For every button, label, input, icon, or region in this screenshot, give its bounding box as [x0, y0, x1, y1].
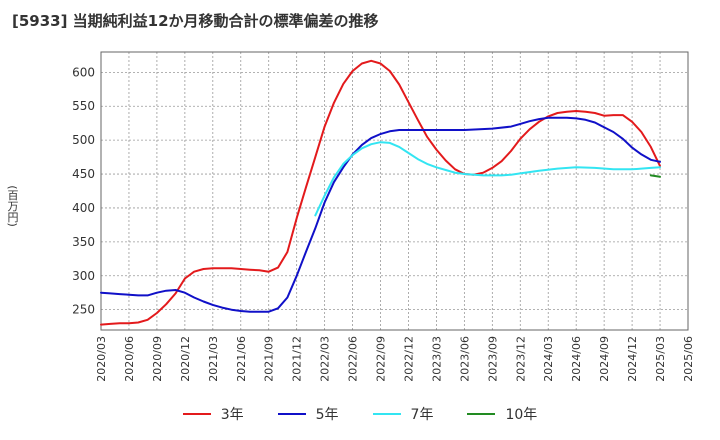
legend-label: 3年	[220, 407, 244, 423]
legend-label: 7年	[410, 407, 434, 423]
legend-swatch	[467, 413, 496, 415]
x-tick-labels: 2020/03 2020/06 2020/09 2020/12 2021/03 2021/…	[95, 336, 695, 382]
y-tick-label: 400	[72, 201, 95, 215]
x-tick-label: 2023/03	[430, 336, 443, 382]
x-tick-label: 2021/06	[235, 336, 248, 382]
plot-area	[100, 51, 689, 331]
legend-label: 5年	[315, 407, 339, 423]
legend-item: 3年	[182, 404, 244, 424]
y-tick-label: 500	[72, 133, 95, 147]
x-tick-label: 2021/03	[207, 336, 220, 382]
series-line-1	[100, 59, 661, 326]
x-tick-label: 2020/12	[179, 336, 192, 382]
y-tick-label: 600	[72, 65, 95, 79]
series-line-4	[649, 174, 661, 178]
x-tick-label: 2025/06	[682, 336, 695, 382]
plot-background	[101, 52, 688, 330]
chart-title: [5933] 当期純利益12か月移動合計の標準偏差の推移	[12, 12, 379, 30]
x-tick-label: 2024/09	[598, 336, 611, 382]
legend-item: 10年	[467, 404, 537, 424]
y-axis-label: (百万円)	[6, 185, 19, 227]
legend-label: 10年	[505, 407, 538, 423]
x-tick-label: 2023/09	[486, 336, 499, 382]
x-tick-label: 2024/12	[626, 336, 639, 382]
x-tick-label: 2025/03	[654, 336, 667, 382]
y-tick-labels: 250 300 350 400 450 500 550 600	[72, 65, 95, 316]
x-tick-label: 2020/09	[151, 336, 164, 382]
grid-lines	[100, 52, 689, 330]
legend-swatch	[372, 413, 401, 415]
legend: 3年 5年 7年 10年	[0, 404, 720, 424]
series-line-3	[314, 141, 661, 217]
x-tick-label: 2021/09	[263, 336, 276, 382]
x-tick-label: 2023/06	[458, 336, 471, 382]
y-tick-label: 450	[72, 167, 95, 181]
x-tick-label: 2022/03	[319, 336, 332, 382]
x-tick-label: 2020/03	[95, 336, 108, 382]
y-tick-label: 550	[72, 99, 95, 113]
legend-item: 7年	[372, 404, 434, 424]
legend-swatch	[182, 413, 211, 415]
y-tick-label: 350	[72, 235, 95, 249]
x-tick-label: 2023/12	[514, 336, 527, 382]
y-tick-label: 250	[72, 303, 95, 317]
x-tick-label: 2024/03	[542, 336, 555, 382]
x-tick-label: 2022/06	[347, 336, 360, 382]
legend-swatch	[277, 413, 306, 415]
x-tick-label: 2022/12	[402, 336, 415, 382]
series-layer	[100, 59, 661, 326]
y-tick-label: 300	[72, 269, 95, 283]
x-tick-label: 2020/06	[123, 336, 136, 382]
x-tick-label: 2021/12	[291, 336, 304, 382]
legend-item: 5年	[277, 404, 339, 424]
x-tick-label: 2024/06	[570, 336, 583, 382]
x-tick-label: 2022/09	[375, 336, 388, 382]
